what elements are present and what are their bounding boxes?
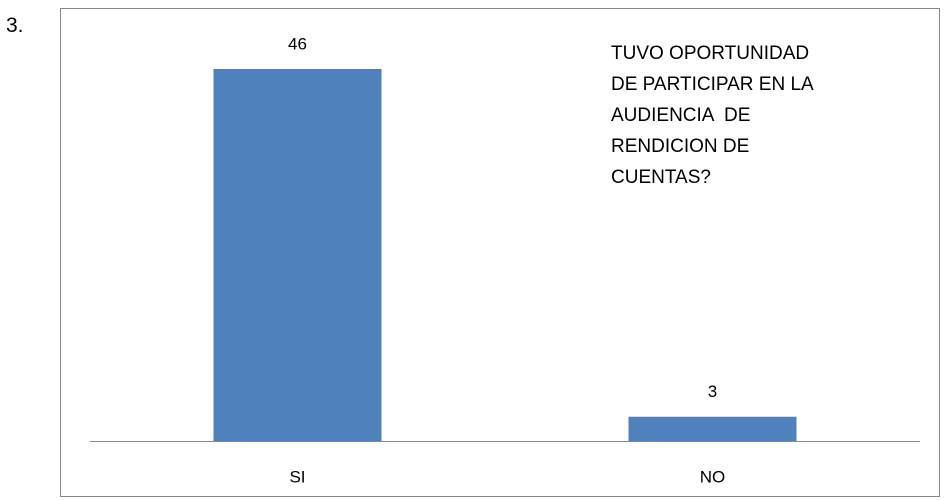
chart-frame xyxy=(60,8,940,497)
x-tick-label: NO xyxy=(700,467,726,486)
value-label: 46 xyxy=(288,34,307,53)
bar xyxy=(213,69,382,441)
bar xyxy=(628,416,797,441)
question-number: 3. xyxy=(6,14,24,37)
x-tick-label: SI xyxy=(289,467,305,486)
chart-title: TUVO OPORTUNIDAD DE PARTICIPAR EN LA AUD… xyxy=(611,43,814,188)
value-label: 3 xyxy=(708,382,717,401)
